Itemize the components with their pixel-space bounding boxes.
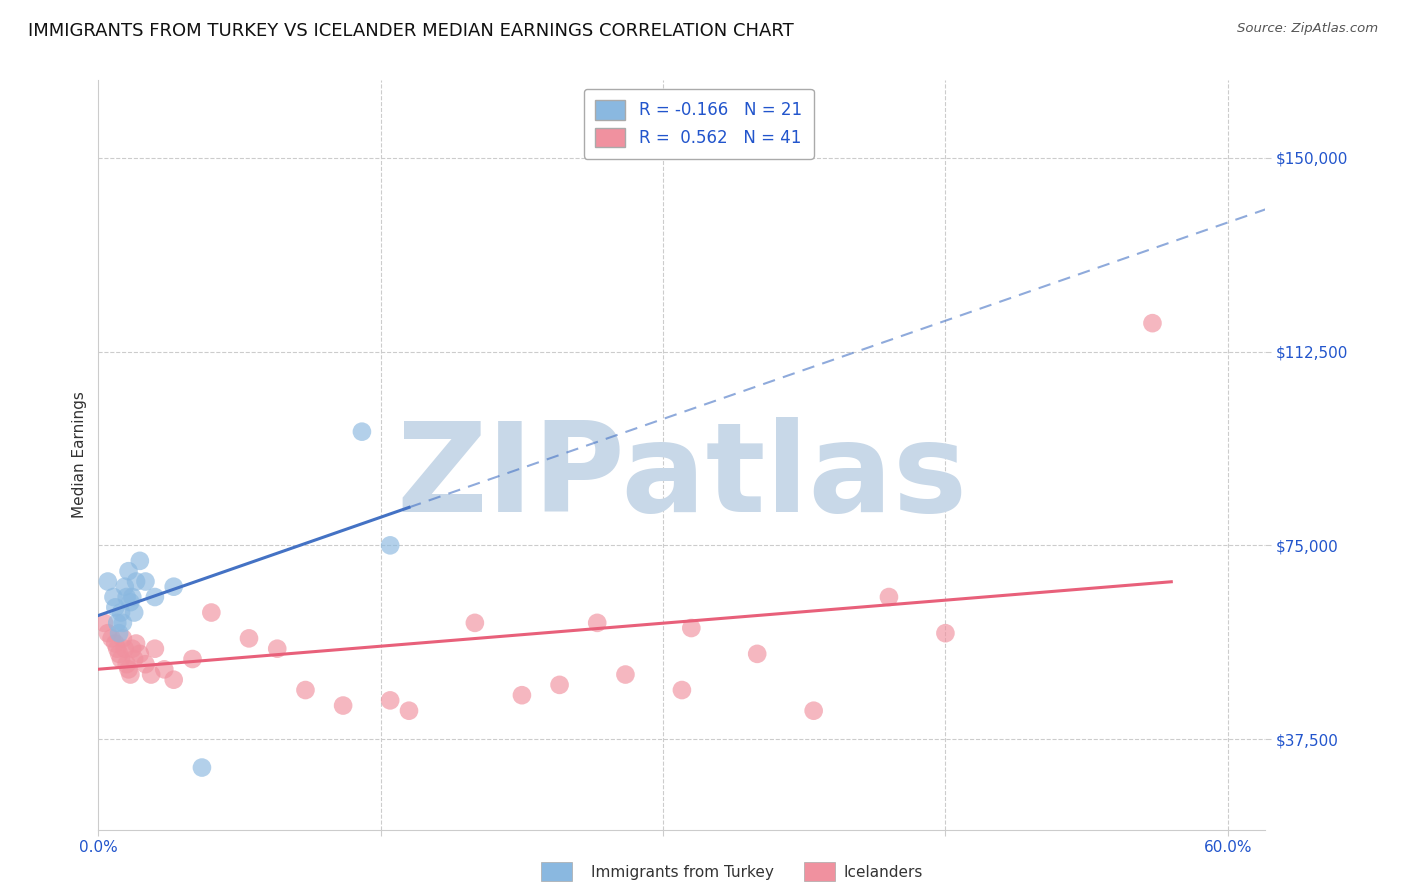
Point bbox=[120, 667, 142, 681]
Point bbox=[105, 615, 128, 630]
Point bbox=[350, 425, 373, 439]
Point bbox=[111, 615, 134, 630]
Point bbox=[108, 626, 131, 640]
Point bbox=[294, 683, 316, 698]
Point bbox=[510, 688, 533, 702]
Point bbox=[115, 590, 138, 604]
Text: IMMIGRANTS FROM TURKEY VS ICELANDER MEDIAN EARNINGS CORRELATION CHART: IMMIGRANTS FROM TURKEY VS ICELANDER MEDI… bbox=[28, 22, 794, 40]
Point bbox=[114, 641, 136, 656]
Point bbox=[747, 647, 769, 661]
Point bbox=[128, 647, 150, 661]
Y-axis label: Median Earnings: Median Earnings bbox=[72, 392, 87, 518]
Point bbox=[110, 606, 132, 620]
Point bbox=[464, 615, 486, 630]
Point bbox=[128, 554, 150, 568]
Point bbox=[121, 641, 143, 656]
Point bbox=[380, 538, 402, 552]
Point bbox=[125, 636, 148, 650]
Point bbox=[614, 667, 637, 681]
Point bbox=[111, 632, 134, 646]
Point bbox=[163, 673, 186, 687]
Point bbox=[266, 641, 288, 656]
Point bbox=[398, 704, 420, 718]
Point bbox=[97, 574, 120, 589]
Point bbox=[238, 632, 260, 646]
Text: ZIPatlas: ZIPatlas bbox=[396, 417, 967, 538]
Point bbox=[114, 580, 136, 594]
Point bbox=[104, 600, 127, 615]
Point bbox=[134, 574, 156, 589]
Point bbox=[139, 667, 162, 681]
Point bbox=[121, 590, 143, 604]
Point bbox=[332, 698, 354, 713]
Point bbox=[122, 606, 145, 620]
Point bbox=[586, 615, 609, 630]
Point bbox=[120, 595, 142, 609]
Point bbox=[97, 626, 120, 640]
Point bbox=[681, 621, 703, 635]
Point bbox=[191, 760, 214, 774]
Text: Icelanders: Icelanders bbox=[844, 865, 922, 880]
Point bbox=[548, 678, 571, 692]
Point bbox=[115, 657, 138, 672]
Point bbox=[104, 636, 127, 650]
Text: Immigrants from Turkey: Immigrants from Turkey bbox=[591, 865, 773, 880]
Point bbox=[163, 580, 186, 594]
Point bbox=[108, 647, 131, 661]
Point bbox=[934, 626, 956, 640]
Point bbox=[134, 657, 156, 672]
Point bbox=[93, 615, 115, 630]
Point bbox=[103, 590, 125, 604]
Legend: R = -0.166   N = 21, R =  0.562   N = 41: R = -0.166 N = 21, R = 0.562 N = 41 bbox=[583, 88, 814, 159]
Point bbox=[153, 662, 176, 676]
Point bbox=[380, 693, 402, 707]
Point bbox=[117, 564, 139, 578]
Point bbox=[671, 683, 693, 698]
Point bbox=[117, 662, 139, 676]
Point bbox=[110, 652, 132, 666]
Text: Source: ZipAtlas.com: Source: ZipAtlas.com bbox=[1237, 22, 1378, 36]
Point bbox=[125, 574, 148, 589]
Point bbox=[105, 641, 128, 656]
Point bbox=[877, 590, 900, 604]
Point bbox=[200, 606, 222, 620]
Point bbox=[122, 652, 145, 666]
Point bbox=[143, 641, 166, 656]
Point bbox=[803, 704, 825, 718]
Point bbox=[181, 652, 204, 666]
Point bbox=[1142, 316, 1164, 330]
Point bbox=[100, 632, 122, 646]
Point bbox=[143, 590, 166, 604]
